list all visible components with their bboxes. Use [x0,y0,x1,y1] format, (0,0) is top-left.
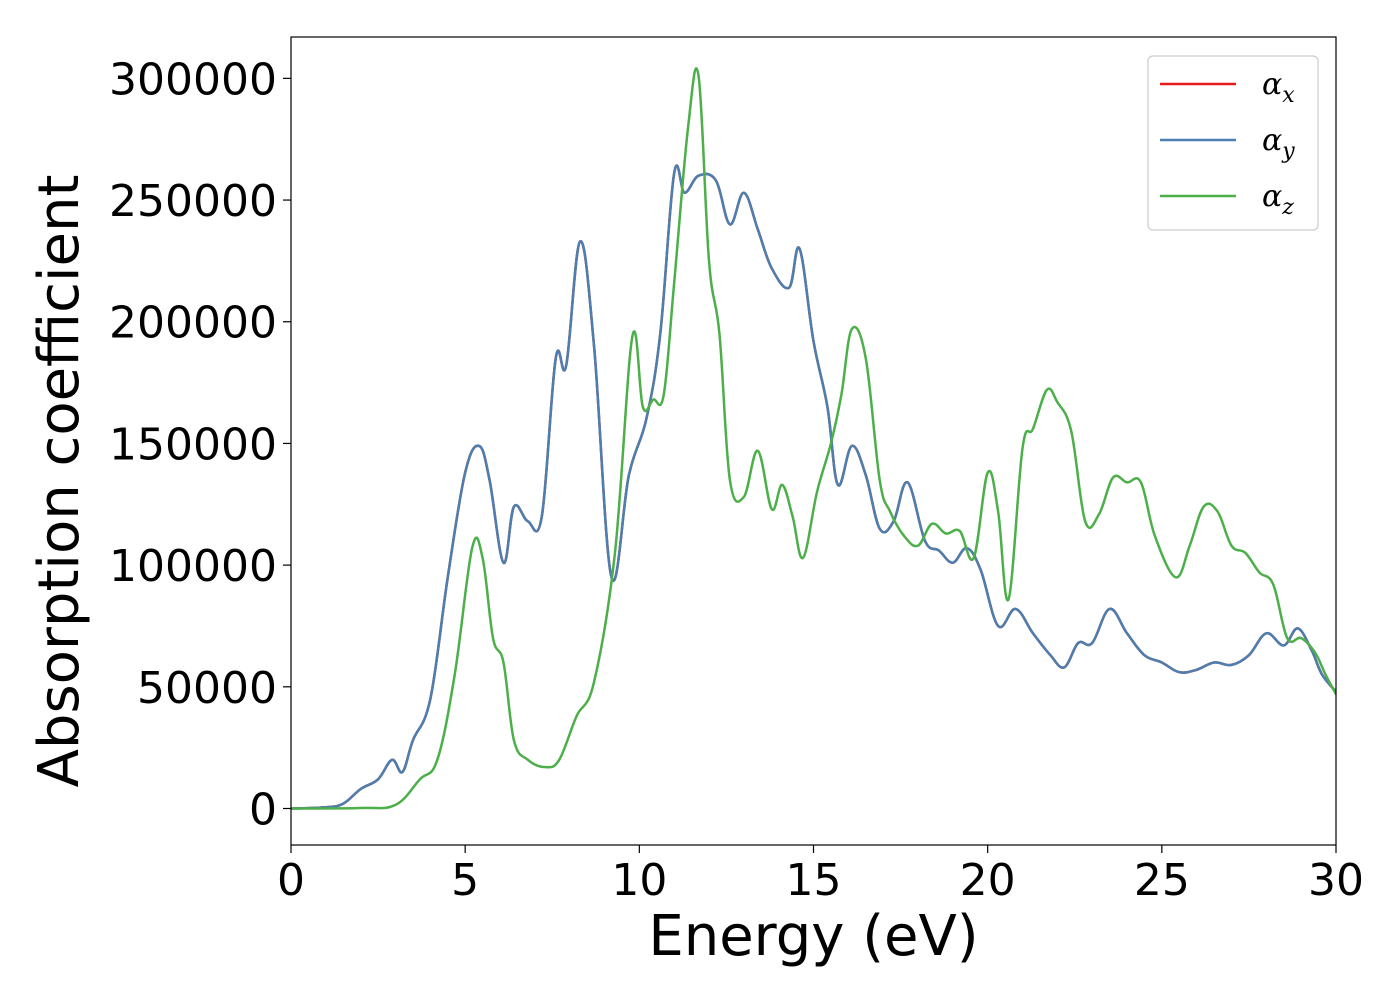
y-tick-label: 0 [249,784,277,835]
x-tick-label: 30 [1308,855,1364,906]
y-tick-label: 150000 [109,419,277,470]
y-tick-label: 50000 [137,663,277,714]
x-tick-label: 15 [786,855,842,906]
x-tick-label: 20 [960,855,1016,906]
y-tick-label: 250000 [109,176,277,227]
legend-label-x: αx [1262,67,1295,108]
x-tick-label: 25 [1134,855,1190,906]
y-tick-label: 100000 [109,541,277,592]
legend: αx αy αz [1147,55,1319,231]
legend-label-z: αz [1262,179,1294,220]
legend-label-y: αy [1262,123,1295,164]
y-tick-label: 200000 [109,298,277,349]
x-tick-label: 0 [277,855,305,906]
x-axis-ticks: 0 5 10 15 20 25 30 [277,845,1364,906]
series-line-y [291,164,1336,810]
y-axis-ticks: 0 50000 100000 150000 200000 250000 300000 [109,54,291,835]
x-tick-label: 5 [451,855,479,906]
series-lines [291,67,1336,810]
x-axis-title: Energy (eV) [648,904,978,969]
series-line-z [291,67,1336,810]
y-axis-title: Absorption coefficient [27,175,92,788]
x-tick-label: 10 [611,855,667,906]
y-tick-label: 300000 [109,54,277,105]
legend-box [1147,55,1319,231]
